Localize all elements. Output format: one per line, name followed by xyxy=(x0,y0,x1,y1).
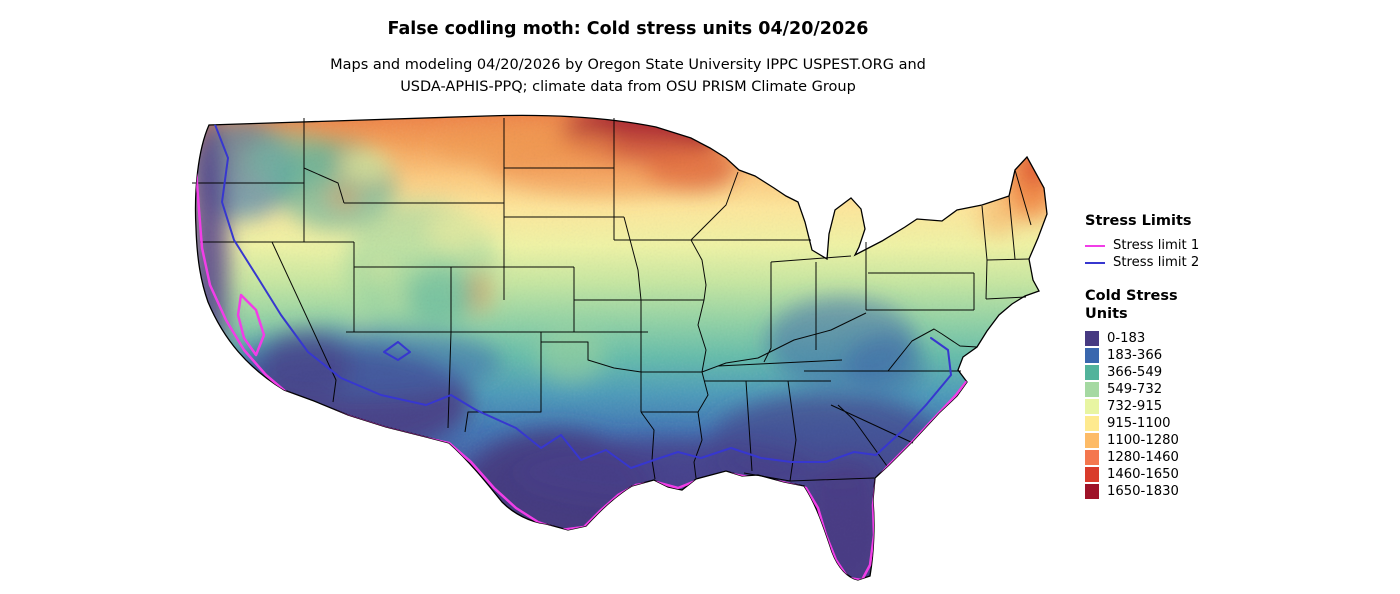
bin-swatch xyxy=(1085,484,1099,499)
bin-swatch xyxy=(1085,348,1099,363)
stress-limit-2-line-sample xyxy=(1085,261,1105,264)
legend-item-stress-limit-1: Stress limit 1 xyxy=(1085,237,1385,254)
stress-limits-legend: Stress Limits Stress limit 1 Stress limi… xyxy=(1085,213,1385,271)
cold-stress-units-legend: Cold Stress Units 0-183 183-366 366-549 xyxy=(1085,287,1385,500)
bin-label: 1460-1650 xyxy=(1107,467,1179,482)
bin-label: 732-915 xyxy=(1107,399,1163,414)
legend-item-stress-limit-2: Stress limit 2 xyxy=(1085,254,1385,271)
bin-swatch xyxy=(1085,331,1099,346)
cold-stress-units-title-line-2: Units xyxy=(1085,306,1128,322)
legend-bin: 1460-1650 xyxy=(1085,466,1385,483)
bin-swatch xyxy=(1085,399,1099,414)
bin-label: 366-549 xyxy=(1107,365,1163,380)
legend-panel: Stress Limits Stress limit 1 Stress limi… xyxy=(1085,213,1385,500)
climate-raster-overlays xyxy=(195,115,1048,581)
bin-label: 1100-1280 xyxy=(1107,433,1179,448)
legend-bin: 732-915 xyxy=(1085,398,1385,415)
subtitle-line-2: USDA-APHIS-PPQ; climate data from OSU PR… xyxy=(400,79,856,95)
bin-swatch xyxy=(1085,382,1099,397)
page-title: False codling moth: Cold stress units 04… xyxy=(387,19,869,39)
subtitle-line-1: Maps and modeling 04/20/2026 by Oregon S… xyxy=(330,57,926,73)
bin-label: 549-732 xyxy=(1107,382,1163,397)
legend-bin: 1280-1460 xyxy=(1085,449,1385,466)
bin-label: 183-366 xyxy=(1107,348,1163,363)
state-borders xyxy=(192,118,1032,482)
color-bins: 0-183 183-366 366-549 549-732 732-915 xyxy=(1085,330,1385,500)
bin-swatch xyxy=(1085,467,1099,482)
bin-label: 915-1100 xyxy=(1107,416,1171,431)
legend-bin: 915-1100 xyxy=(1085,415,1385,432)
bin-swatch xyxy=(1085,365,1099,380)
legend-bin: 1650-1830 xyxy=(1085,483,1385,500)
legend-bin: 549-732 xyxy=(1085,381,1385,398)
legend-bin: 0-183 xyxy=(1085,330,1385,347)
stress-limit-2-contour xyxy=(213,121,952,469)
bin-label: 0-183 xyxy=(1107,331,1146,346)
legend-bin: 1100-1280 xyxy=(1085,432,1385,449)
bin-label: 1650-1830 xyxy=(1107,484,1179,499)
stress-limits-title: Stress Limits xyxy=(1085,213,1192,229)
bin-swatch xyxy=(1085,450,1099,465)
bin-swatch xyxy=(1085,416,1099,431)
subtitle: Maps and modeling 04/20/2026 by Oregon S… xyxy=(0,54,1256,98)
stress-limit-1-line-sample xyxy=(1085,244,1105,247)
stress-limit-1-label: Stress limit 1 xyxy=(1113,238,1200,253)
legend-bin: 366-549 xyxy=(1085,364,1385,381)
stress-limit-2-label: Stress limit 2 xyxy=(1113,255,1200,270)
map-area xyxy=(186,110,1066,594)
us-cold-stress-map xyxy=(192,114,1048,581)
bin-label: 1280-1460 xyxy=(1107,450,1179,465)
cold-stress-units-title-line-1: Cold Stress xyxy=(1085,288,1178,304)
legend-bin: 183-366 xyxy=(1085,347,1385,364)
bin-swatch xyxy=(1085,433,1099,448)
